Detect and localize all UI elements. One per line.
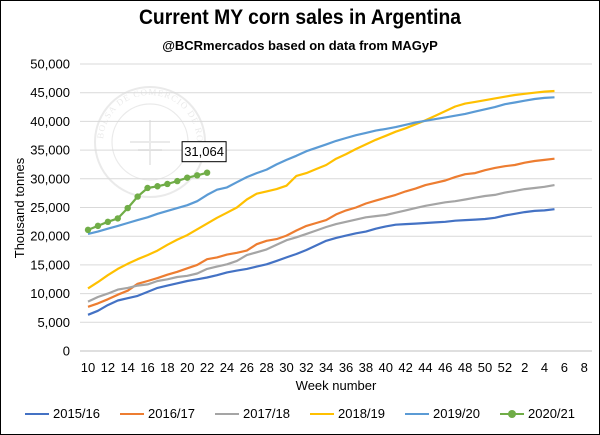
x-tick-label: 38 (359, 360, 373, 375)
x-tick-label: 16 (140, 360, 154, 375)
series-line-2017-18 (87, 184, 555, 303)
x-axis-label: Week number (296, 378, 377, 393)
y-tick-label: 20,000 (30, 229, 70, 244)
annotation-label: 31,064 (184, 144, 224, 159)
chart-title: Current MY corn sales in Argentina (138, 6, 462, 29)
series-line-2015-16 (87, 208, 555, 316)
x-tick-label: 50 (478, 360, 492, 375)
y-tick-label: 0 (63, 344, 70, 359)
legend-label: 2017/18 (243, 406, 290, 421)
annotation-box (181, 141, 227, 163)
legend-label: 2019/20 (433, 406, 480, 421)
legend-swatch (310, 412, 334, 415)
data-point (193, 172, 201, 179)
chart-legend: 2015/16 2016/17 2017/18 2018/19 2019/20 2020/… (0, 406, 600, 421)
x-tick-label: 40 (379, 360, 393, 375)
y-axis-label: Thousand tonnes (12, 157, 27, 258)
y-tick-label: 35,000 (30, 143, 70, 158)
y-tick-label: 45,000 (30, 85, 70, 100)
series-line-2016-17 (87, 157, 555, 308)
data-point (184, 174, 191, 181)
legend-swatch (120, 412, 144, 415)
y-tick-label: 40,000 (30, 114, 70, 129)
x-tick-label: 4 (541, 360, 548, 375)
x-tick-label: 10 (81, 360, 95, 375)
x-tick-label: 22 (200, 360, 214, 375)
y-tick-label: 25,000 (30, 200, 70, 215)
x-tick-label: 24 (220, 360, 234, 375)
x-tick-label: 46 (438, 360, 452, 375)
legend-swatch (500, 409, 524, 418)
x-tick-label: 42 (398, 360, 412, 375)
data-point (84, 226, 92, 234)
x-tick-label: 2 (521, 360, 528, 375)
y-tick-label: 30,000 (30, 171, 70, 186)
x-tick-label: 34 (319, 360, 333, 375)
legend-item: 2020/21 (500, 406, 575, 421)
y-tick-label: 10,000 (30, 286, 70, 301)
legend-label: 2020/21 (528, 406, 575, 421)
x-tick-label: 14 (120, 360, 134, 375)
legend-label: 2015/16 (53, 406, 100, 421)
legend-item: 2015/16 (25, 406, 100, 421)
legend-label: 2018/19 (338, 406, 385, 421)
x-tick-label: 30 (279, 360, 293, 375)
data-point (134, 193, 141, 200)
x-tick-label: 20 (180, 360, 194, 375)
y-tick-label: 15,000 (30, 257, 70, 272)
data-point (144, 184, 151, 192)
legend-swatch (405, 412, 429, 415)
y-tick-label: 5,000 (37, 315, 70, 330)
x-tick-label: 32 (299, 360, 313, 375)
legend-swatch (25, 412, 49, 415)
x-tick-label: 6 (561, 360, 568, 375)
data-point (154, 183, 161, 190)
data-point (94, 222, 102, 230)
x-tick-label: 12 (101, 360, 115, 375)
x-tick-label: 18 (160, 360, 174, 375)
data-point (124, 204, 131, 212)
legend-swatch (215, 412, 239, 415)
data-point (203, 169, 211, 176)
y-tick-label: 50,000 (30, 57, 70, 72)
x-tick-label: 44 (418, 360, 432, 375)
x-tick-label: 26 (240, 360, 254, 375)
legend-item: 2016/17 (120, 406, 195, 421)
data-point (174, 177, 181, 185)
series-line-2019-20 (87, 96, 555, 235)
legend-item: 2017/18 (215, 406, 290, 421)
x-tick-label: 48 (458, 360, 472, 375)
chart-subtitle: @BCRmercados based on data from MAGyP (162, 38, 438, 53)
x-tick-label: 28 (259, 360, 273, 375)
legend-label: 2016/17 (148, 406, 195, 421)
x-tick-label: 8 (581, 360, 588, 375)
data-point (164, 180, 171, 188)
x-tick-label: 36 (339, 360, 353, 375)
legend-item: 2019/20 (405, 406, 480, 421)
data-point (104, 218, 112, 226)
series-line-2018-19 (87, 89, 555, 290)
data-point (114, 215, 121, 222)
x-tick-label: 52 (498, 360, 512, 375)
legend-item: 2018/19 (310, 406, 385, 421)
